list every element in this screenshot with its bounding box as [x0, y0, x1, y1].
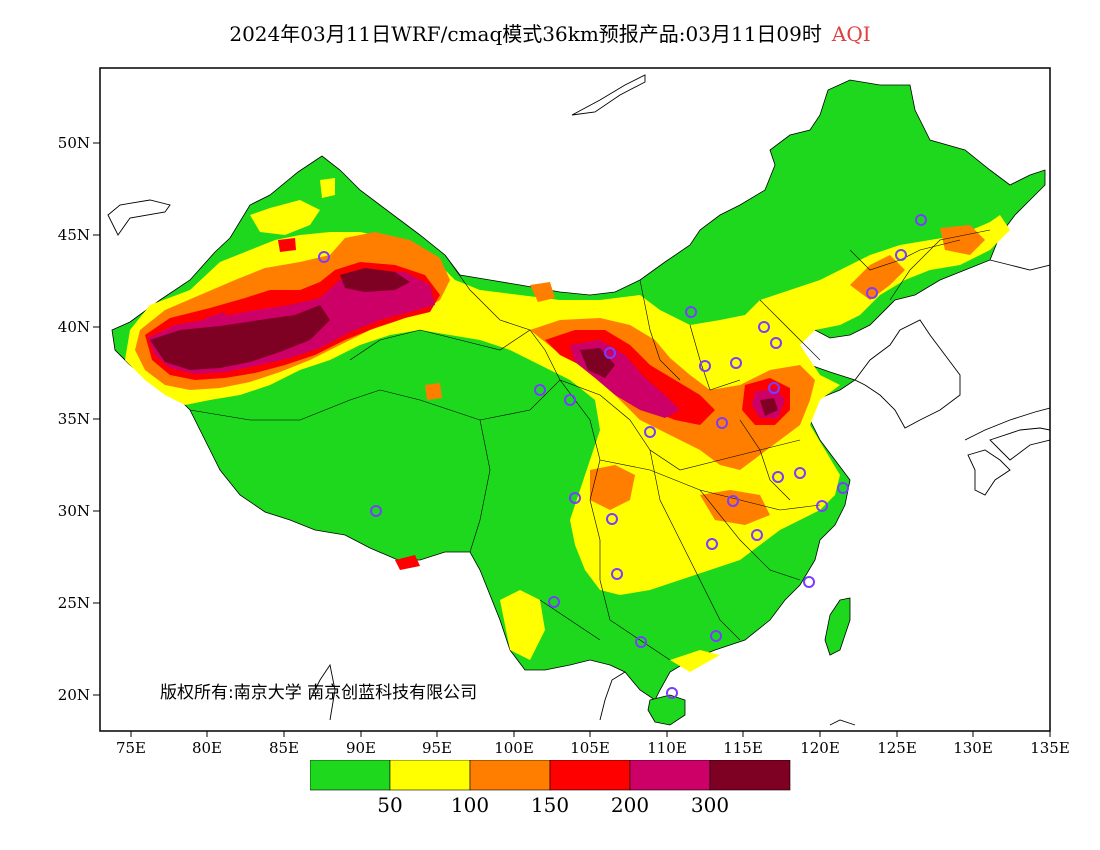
- legend-label: 50: [377, 793, 402, 817]
- lon-label: 125E: [877, 739, 917, 757]
- station-marker: [772, 471, 784, 483]
- lon-label: 115E: [723, 739, 763, 757]
- station-marker: [548, 596, 560, 608]
- station-marker: [895, 249, 907, 261]
- legend-swatch: [469, 760, 551, 791]
- legend-label: 300: [691, 793, 729, 817]
- lon-label: 85E: [269, 739, 299, 757]
- station-marker: [866, 287, 878, 299]
- station-marker: [770, 337, 782, 349]
- legend-swatch: [310, 760, 391, 791]
- station-marker: [611, 568, 623, 580]
- lon-label: 95E: [422, 739, 452, 757]
- station-marker: [794, 467, 806, 479]
- legend-label: 100: [451, 793, 489, 817]
- station-marker: [606, 513, 618, 525]
- station-marker: [699, 360, 711, 372]
- station-marker: [710, 630, 722, 642]
- station-marker: [564, 394, 576, 406]
- legend-label: 200: [611, 793, 649, 817]
- lat-label: 35N: [58, 410, 90, 428]
- title-product: AQI: [831, 22, 871, 46]
- station-marker: [706, 538, 718, 550]
- station-marker: [803, 576, 815, 588]
- station-marker: [666, 687, 678, 699]
- hainan-island: [647, 694, 686, 726]
- lon-label: 120E: [800, 739, 840, 757]
- lon-label: 75E: [116, 739, 146, 757]
- aqi-zone-hazardous: [150, 268, 778, 416]
- station-marker: [685, 306, 697, 318]
- plot-frame: [99, 67, 1051, 732]
- station-marker: [534, 384, 546, 396]
- station-marker: [915, 214, 927, 226]
- lon-axis: 75E 80E 85E 90E 95E 100E 105E 110E 115E …: [116, 731, 1070, 757]
- legend-swatch: [629, 760, 711, 791]
- lat-label: 30N: [58, 502, 90, 520]
- lon-label: 100E: [494, 739, 534, 757]
- legend-swatch: [549, 760, 631, 791]
- map-title: 2024年03月11日WRF/cmaq模式36km预报产品:03月11日09时 A…: [0, 18, 1100, 47]
- lat-label: 45N: [58, 226, 90, 244]
- station-marker: [816, 500, 828, 512]
- lat-label: 20N: [58, 686, 90, 704]
- station-marker: [569, 492, 581, 504]
- lat-label: 40N: [58, 318, 90, 336]
- copyright-text: 版权所有:南京大学 南京创蓝科技有限公司: [160, 683, 478, 703]
- legend-swatch: [389, 760, 471, 791]
- station-marker: [730, 357, 742, 369]
- lon-label: 135E: [1030, 739, 1070, 757]
- station-marker: [370, 505, 382, 517]
- station-marker: [768, 382, 780, 394]
- lon-label: 110E: [647, 739, 687, 757]
- title-main: 2024年03月11日WRF/cmaq模式36km预报产品:03月11日09时: [229, 22, 822, 46]
- station-marker: [644, 426, 656, 438]
- lon-label: 130E: [953, 739, 993, 757]
- station-marker: [716, 417, 728, 429]
- legend-swatch: [709, 760, 791, 791]
- lat-label: 25N: [58, 594, 90, 612]
- station-marker: [604, 347, 616, 359]
- station-marker: [758, 321, 770, 333]
- lat-label: 50N: [58, 134, 90, 152]
- station-marker: [837, 482, 849, 494]
- station-markers: [318, 214, 927, 699]
- taiwan-island: [824, 597, 851, 656]
- station-marker: [751, 529, 763, 541]
- station-marker: [318, 251, 330, 263]
- neighbour-coastlines: [107, 74, 1050, 726]
- legend-label: 150: [531, 793, 569, 817]
- lon-label: 105E: [570, 739, 610, 757]
- lat-axis: 50N 45N 40N 35N 30N 25N 20N: [58, 134, 100, 704]
- lon-label: 90E: [346, 739, 376, 757]
- station-marker: [635, 636, 647, 648]
- province-borders: [189, 229, 991, 661]
- aqi-legend: 50 100 150 200 300: [310, 760, 791, 817]
- lon-label: 80E: [192, 739, 222, 757]
- station-marker: [727, 495, 739, 507]
